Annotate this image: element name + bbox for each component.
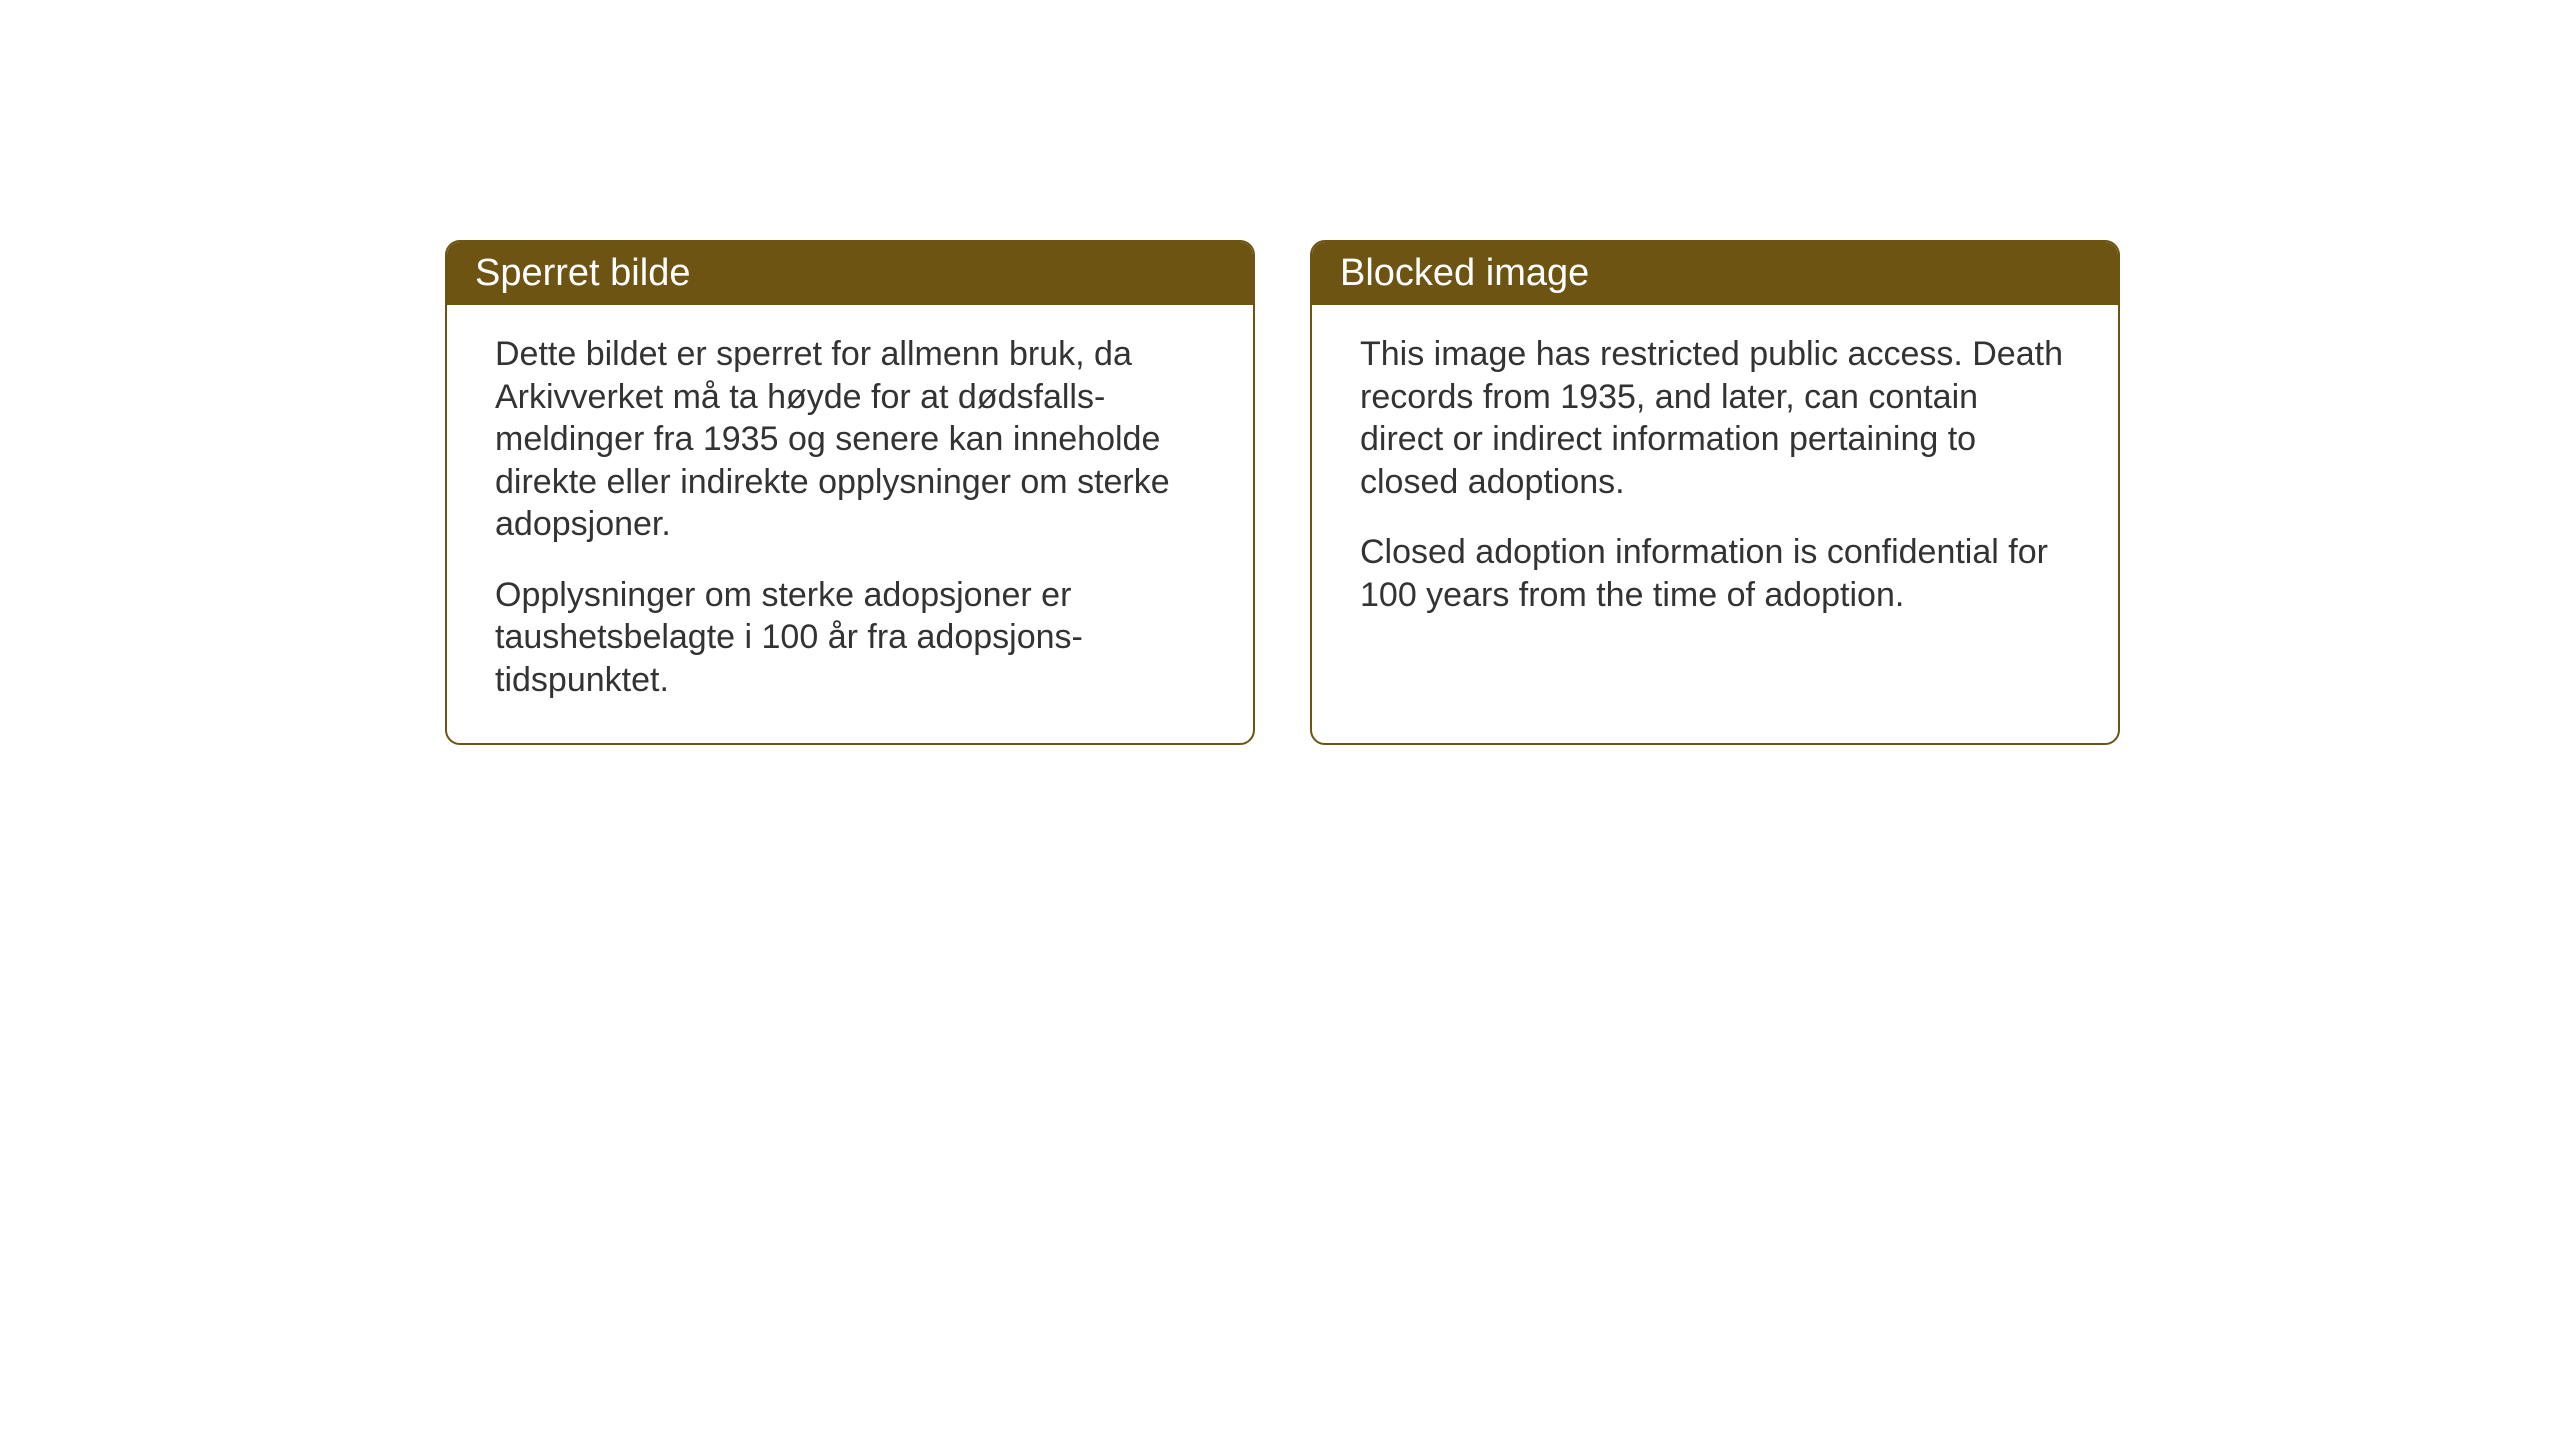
card-body-english: This image has restricted public access.… bbox=[1312, 305, 2118, 658]
paragraph-text: Opplysninger om sterke adopsjoner er tau… bbox=[495, 574, 1205, 702]
paragraph-text: This image has restricted public access.… bbox=[1360, 333, 2070, 503]
notice-card-english: Blocked image This image has restricted … bbox=[1310, 240, 2120, 745]
paragraph-text: Dette bildet er sperret for allmenn bruk… bbox=[495, 333, 1205, 546]
notice-container: Sperret bilde Dette bildet er sperret fo… bbox=[445, 240, 2120, 745]
card-body-norwegian: Dette bildet er sperret for allmenn bruk… bbox=[447, 305, 1253, 743]
card-title-english: Blocked image bbox=[1312, 242, 2118, 305]
card-title-norwegian: Sperret bilde bbox=[447, 242, 1253, 305]
paragraph-text: Closed adoption information is confident… bbox=[1360, 531, 2070, 616]
notice-card-norwegian: Sperret bilde Dette bildet er sperret fo… bbox=[445, 240, 1255, 745]
